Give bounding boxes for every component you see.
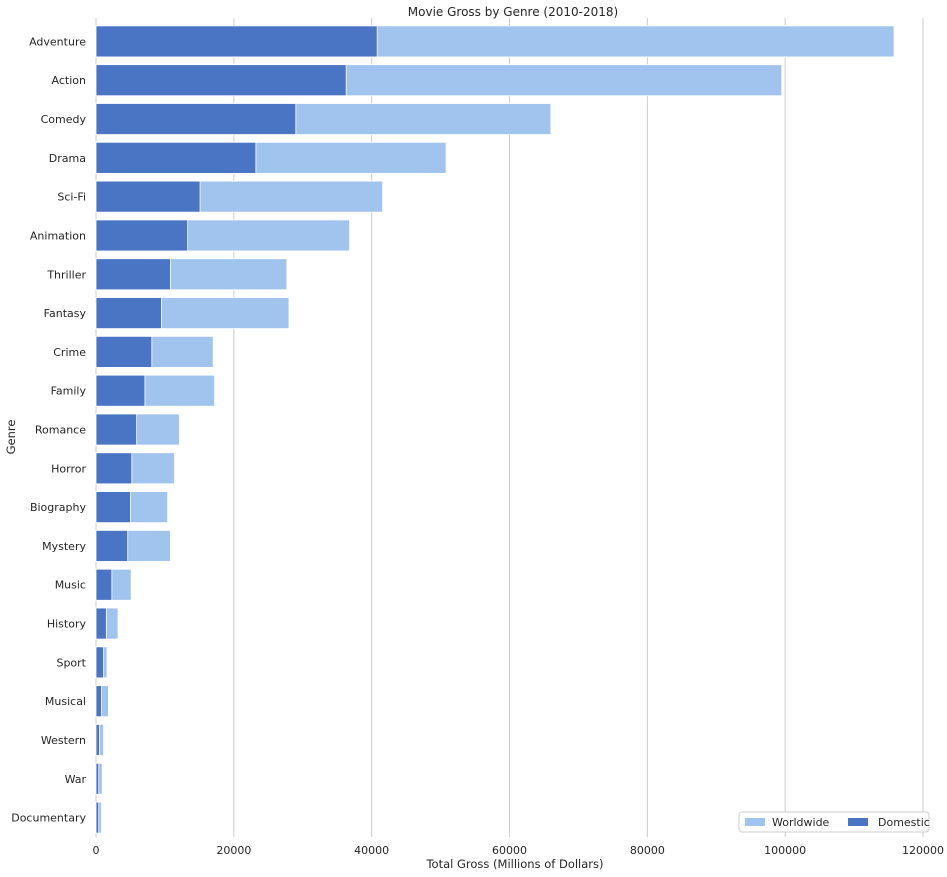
bar-domestic-romance [95,413,138,446]
bar-domestic-western [95,724,100,756]
gridlines [95,18,924,837]
y-axis-title: Genre [4,420,18,455]
bar-domestic-history [95,607,107,640]
x-tick-label: 60000 [492,844,527,857]
bar-domestic-crime [95,335,153,368]
domestic-series [95,25,378,834]
y-axis-tick-labels: Adventure Action Comedy Drama Sci-Fi Animatio… [11,35,86,824]
y-tick-label: Thriller [46,268,86,281]
bar-domestic-adventure [95,25,378,58]
bar-domestic-biography [95,491,131,524]
bar-domestic-war [95,762,100,795]
x-tick-label: 0 [93,844,100,857]
y-tick-label: Western [41,734,86,747]
legend-label-domestic: Domestic [878,816,930,829]
y-tick-label: Comedy [41,113,87,126]
x-tick-label: 100000 [764,844,806,857]
y-tick-label: War [65,773,87,786]
bar-domestic-sport [95,646,104,679]
bar-domestic-fantasy [95,297,162,329]
x-tick-label: 40000 [354,844,389,857]
chart-title: Movie Gross by Genre (2010-2018) [408,5,618,19]
bar-domestic-music [95,568,113,601]
y-tick-label: Drama [49,152,86,165]
legend-swatch-domestic [848,818,868,826]
legend: Worldwide Domestic [738,811,930,833]
y-tick-label: Sci-Fi [57,191,86,204]
y-tick-label: Animation [30,229,86,242]
y-tick-label: History [47,618,87,631]
y-tick-label: Biography [30,501,87,514]
y-tick-label: Fantasy [44,307,87,320]
x-axis-tick-labels: 0 20000 40000 60000 80000 100000 120000 [93,844,945,857]
bar-domestic-mystery [95,530,129,562]
bar-domestic-horror [95,452,133,485]
y-tick-label: Musical [45,695,86,708]
y-tick-label: Action [52,74,86,87]
y-tick-label: Sport [56,656,86,669]
y-tick-label: Adventure [29,35,86,48]
y-tick-label: Horror [51,462,86,475]
legend-label-worldwide: Worldwide [772,816,830,829]
legend-swatch-worldwide [745,818,765,826]
x-tick-label: 80000 [630,844,665,857]
bar-domestic-musical [95,685,102,718]
bar-domestic-action [95,64,347,97]
y-tick-label: Music [55,579,86,592]
bar-domestic-comedy [95,103,297,135]
y-tick-label: Romance [35,424,86,437]
bar-domestic-sci-fi [95,180,201,213]
bar-domestic-drama [95,141,257,174]
y-tick-label: Family [51,385,87,398]
bar-domestic-family [95,374,146,407]
y-tick-label: Documentary [11,812,86,825]
x-tick-label: 20000 [216,844,251,857]
legend-frame [738,811,930,833]
bar-domestic-documentary [95,801,100,834]
bar-domestic-animation [95,219,189,252]
x-axis-title: Total Gross (Millions of Dollars) [425,857,603,871]
y-tick-label: Crime [53,346,86,359]
bar-domestic-thriller [95,258,171,291]
y-tick-label: Mystery [42,540,86,553]
x-tick-label: 120000 [902,844,944,857]
